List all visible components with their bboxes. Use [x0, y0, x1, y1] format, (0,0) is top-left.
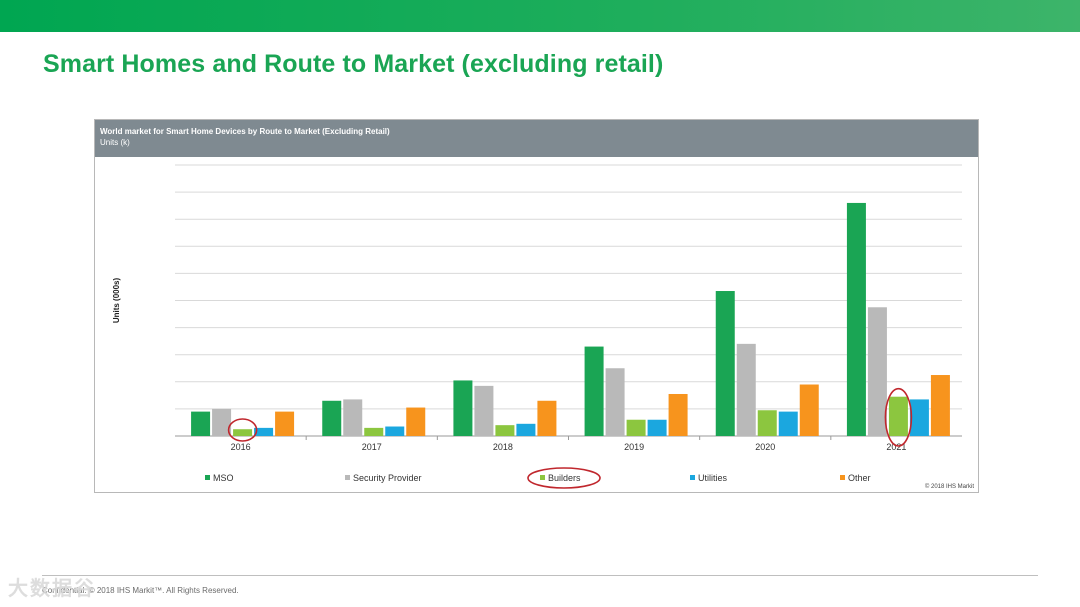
bar-mso-2016: [191, 411, 211, 436]
highlight-circle: [884, 387, 913, 447]
legend-label-security-provider: Security Provider: [353, 473, 422, 483]
bar-utilities-2021: [909, 399, 929, 436]
bar-security-provider-2020: [736, 343, 756, 436]
bar-other-2020: [799, 384, 819, 436]
legend-label-utilities: Utilities: [698, 473, 728, 483]
bar-other-2019: [668, 393, 688, 436]
legend-swatch: [345, 475, 350, 480]
x-tick-label: 2018: [493, 442, 513, 452]
bar-other-2021: [930, 375, 950, 436]
bar-builders-2019: [626, 419, 646, 436]
bar-security-provider-2016: [212, 408, 232, 436]
x-tick-label: 2019: [624, 442, 644, 452]
bar-builders-2016: [233, 429, 253, 436]
watermark: 大数据谷: [8, 576, 96, 600]
legend-label-mso: MSO: [213, 473, 234, 483]
footer-divider: [42, 575, 1038, 576]
bar-utilities-2020: [778, 411, 798, 436]
bar-mso-2017: [322, 400, 342, 436]
bar-security-provider-2018: [474, 385, 494, 436]
bar-builders-2021: [888, 396, 908, 436]
bar-security-provider-2017: [343, 399, 363, 436]
bar-utilities-2018: [516, 423, 536, 436]
highlight-circle: [227, 418, 258, 442]
bar-builders-2017: [364, 427, 384, 436]
x-tick-label: 2021: [886, 442, 906, 452]
legend-swatch: [690, 475, 695, 480]
chart-subtitle: Units (k): [100, 138, 130, 147]
x-tick-label: 2017: [362, 442, 382, 452]
x-tick-label: 2016: [231, 442, 251, 452]
y-axis-label: Units (000s): [112, 277, 121, 323]
bar-builders-2018: [495, 425, 515, 436]
chart-source: © 2018 IHS Markit: [925, 483, 974, 490]
bar-builders-2020: [757, 410, 777, 436]
bar-other-2017: [406, 407, 426, 436]
bar-mso-2019: [584, 346, 604, 436]
bar-mso-2021: [846, 202, 866, 436]
chart-title: World market for Smart Home Devices by R…: [100, 127, 390, 136]
bar-utilities-2019: [647, 419, 667, 436]
slide-title: Smart Homes and Route to Market (excludi…: [43, 50, 664, 78]
legend-swatch: [205, 475, 210, 480]
legend-label-builders: Builders: [548, 473, 581, 483]
bar-chart: Units (000s) 2016 2017 2018 2019 2020 2021 MSO S…: [112, 164, 974, 490]
x-tick-label: 2020: [755, 442, 775, 452]
bar-utilities-2016: [254, 427, 274, 436]
legend-highlight-circle: [527, 467, 601, 489]
legend-label-other: Other: [848, 473, 871, 483]
bar-security-provider-2021: [867, 307, 887, 436]
bar-other-2018: [537, 400, 557, 436]
bar-mso-2018: [453, 380, 473, 436]
chart-header: World market for Smart Home Devices by R…: [95, 120, 978, 157]
chart-panel: World market for Smart Home Devices by R…: [94, 119, 979, 493]
bar-other-2016: [275, 411, 295, 436]
bar-mso-2020: [715, 291, 735, 436]
bar-utilities-2017: [385, 426, 405, 436]
bar-security-provider-2019: [605, 368, 625, 436]
legend-swatch: [840, 475, 845, 480]
footer-copyright: Confidential. © 2018 IHS Markit™. All Ri…: [42, 586, 239, 595]
top-accent-bar: [0, 0, 1080, 32]
legend-swatch: [540, 475, 545, 480]
